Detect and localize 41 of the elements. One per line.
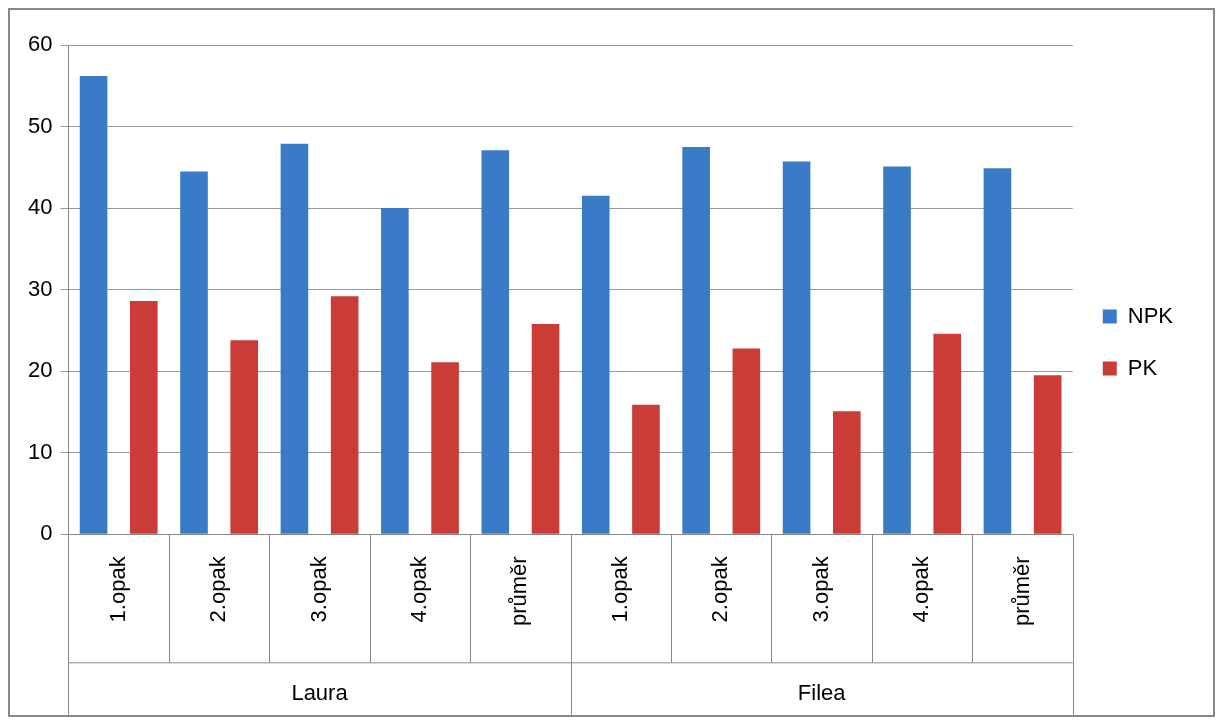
bar [682, 146, 710, 534]
y-tick-label: 0 [40, 520, 53, 546]
bar [129, 301, 158, 534]
y-tick-label: 50 [27, 112, 53, 138]
x-tick-label: 1.opak [104, 555, 130, 623]
bar [832, 411, 861, 534]
x-tick-label: 3.opak [807, 555, 833, 623]
bar [1033, 375, 1062, 534]
text: Filea [797, 680, 847, 706]
bar [632, 404, 660, 534]
bar [330, 296, 359, 534]
bar [732, 348, 761, 534]
bar [230, 340, 259, 534]
y-tick-label: 20 [27, 357, 53, 383]
y-tick-label: 10 [27, 438, 53, 464]
y-tick-label: 30 [27, 275, 53, 301]
y-tick-label: 60 [27, 31, 53, 57]
x-tick-label: 3.opak [305, 555, 331, 623]
y-tick-label: 40 [27, 194, 53, 220]
bar [381, 208, 409, 534]
legend-label: NPK [1127, 302, 1174, 328]
bar [79, 75, 108, 534]
text: Laura [291, 680, 349, 706]
x-tick-label: průměr [1008, 556, 1034, 626]
bar [431, 362, 459, 534]
x-tick-label: průměr [506, 556, 532, 626]
bar [481, 150, 510, 534]
bar [180, 171, 208, 534]
bar [581, 195, 610, 534]
bar [531, 323, 560, 534]
bar [983, 168, 1012, 534]
x-tick-label: 4.opak [908, 555, 934, 623]
bar [933, 333, 962, 534]
x-tick-label: 1.opak [606, 555, 632, 623]
legend-label: PK [1127, 354, 1158, 380]
x-tick-label: 2.opak [205, 555, 231, 623]
bar [883, 166, 911, 534]
bar [782, 161, 811, 534]
x-tick-label: 4.opak [406, 555, 432, 623]
bar [280, 143, 309, 534]
x-tick-label: 2.opak [707, 555, 733, 623]
